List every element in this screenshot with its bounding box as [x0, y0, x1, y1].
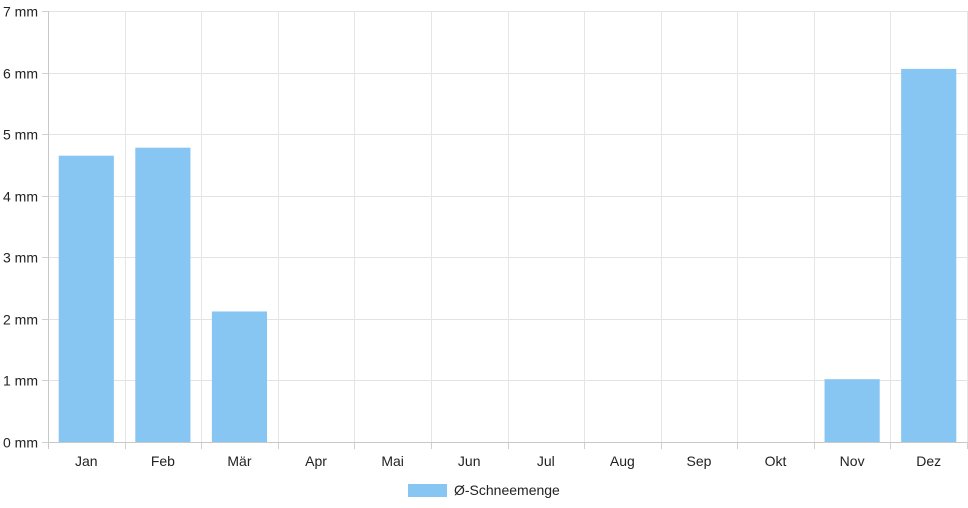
- x-tick-label: Dez: [916, 453, 941, 469]
- y-axis-ticks: 0 mm 1 mm 2 mm 3 mm 4 mm 5 mm 6 mm 7 mm: [3, 4, 38, 451]
- x-tick-label: Mär: [227, 453, 251, 469]
- x-tick-label: Jun: [458, 453, 481, 469]
- legend-swatch: [408, 484, 447, 497]
- grid-lines: [48, 11, 968, 443]
- bar-nov: [824, 379, 880, 442]
- bar-feb: [135, 147, 191, 442]
- x-tick-label: Apr: [305, 453, 327, 469]
- x-tick-label: Aug: [610, 453, 635, 469]
- y-tick-label: 5 mm: [3, 127, 38, 143]
- bar-jan: [58, 155, 114, 442]
- bar-mär: [211, 311, 268, 442]
- x-axis-ticks: Jan Feb Mär Apr Mai Jun Jul Aug Sep Okt Nov Dez: [75, 453, 941, 469]
- y-tick-label: 6 mm: [3, 66, 38, 82]
- bars: [58, 68, 957, 443]
- axes: [42, 11, 968, 449]
- y-tick-label: 3 mm: [3, 250, 38, 266]
- y-tick-label: 4 mm: [3, 189, 38, 205]
- y-tick-label: 7 mm: [3, 4, 38, 20]
- x-tick-label: Feb: [151, 453, 175, 469]
- bar-dez: [901, 68, 957, 443]
- x-tick-label: Nov: [840, 453, 865, 469]
- x-tick-label: Mai: [381, 453, 404, 469]
- x-tick-label: Jan: [75, 453, 98, 469]
- x-tick-label: Okt: [765, 453, 787, 469]
- y-tick-label: 2 mm: [3, 312, 38, 328]
- x-tick-label: Jul: [537, 453, 555, 469]
- y-tick-label: 0 mm: [3, 435, 38, 451]
- y-tick-label: 1 mm: [3, 373, 38, 389]
- legend: Ø-Schneemenge: [408, 482, 560, 498]
- legend-label: Ø-Schneemenge: [454, 482, 560, 498]
- x-tick-label: Sep: [686, 453, 711, 469]
